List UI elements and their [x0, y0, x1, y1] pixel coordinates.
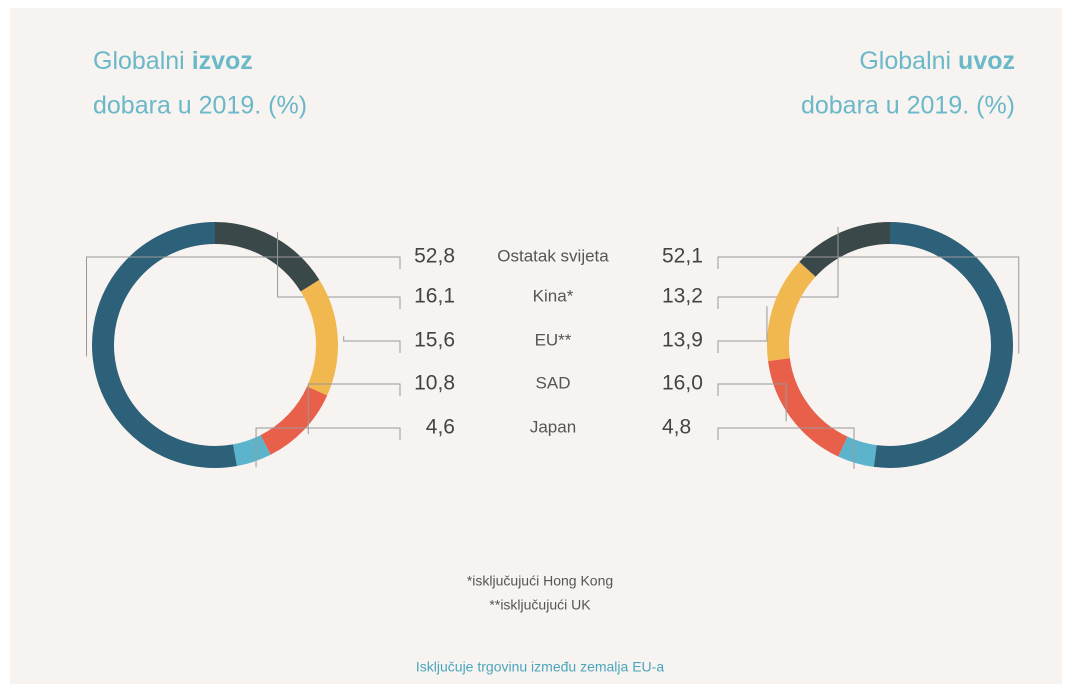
- leader-line: [717, 256, 1020, 354]
- chart-title: Globalni uvoz: [859, 47, 1015, 75]
- category-label: Kina*: [533, 286, 574, 305]
- value-label: 4,8: [662, 416, 691, 439]
- leader-line: [277, 232, 401, 309]
- value-label: 13,9: [662, 329, 703, 352]
- chart-title: Globalni izvoz: [93, 47, 253, 75]
- note: Isključuje trgovinu između zemalja EU-a: [416, 659, 664, 675]
- value-label: 52,8: [414, 245, 455, 268]
- chart-title: dobara u 2019. (%): [93, 92, 307, 120]
- value-label: 16,0: [662, 372, 703, 395]
- donut-segment: [92, 222, 237, 468]
- value-label: 13,2: [662, 285, 703, 308]
- leader-line: [717, 427, 855, 469]
- donut-segment: [214, 222, 320, 292]
- donut-segment: [768, 357, 848, 457]
- title-part: izvoz: [192, 47, 253, 75]
- value-label: 10,8: [414, 372, 455, 395]
- category-label: SAD: [536, 373, 571, 392]
- leader-line: [343, 336, 401, 353]
- category-label: EU**: [535, 330, 572, 349]
- category-label: Japan: [530, 417, 576, 436]
- title-part: uvoz: [958, 47, 1015, 75]
- value-label: 16,1: [414, 285, 455, 308]
- value-label: 52,1: [662, 245, 703, 268]
- donut-segment: [873, 222, 1013, 468]
- donut-segment: [232, 434, 271, 467]
- leader-line: [717, 306, 768, 353]
- background: [10, 8, 1062, 684]
- footnote: *isključujući Hong Kong: [467, 573, 613, 589]
- value-label: 4,6: [426, 416, 455, 439]
- donut-segment: [767, 261, 816, 362]
- donut-segment: [838, 436, 878, 467]
- chart-title: dobara u 2019. (%): [801, 92, 1015, 120]
- donut-segment: [300, 279, 338, 396]
- leader-line: [255, 427, 401, 468]
- title-part: Globalni: [93, 47, 185, 75]
- leader-line: [717, 383, 787, 422]
- leader-line: [307, 383, 401, 435]
- value-label: 15,6: [414, 329, 455, 352]
- footnote: **isključujući UK: [489, 597, 591, 613]
- donut-segment: [799, 222, 891, 278]
- leader-line: [86, 256, 401, 357]
- donut-segment: [260, 386, 328, 455]
- title-part: Globalni: [859, 47, 951, 75]
- category-label: Ostatak svijeta: [497, 246, 609, 265]
